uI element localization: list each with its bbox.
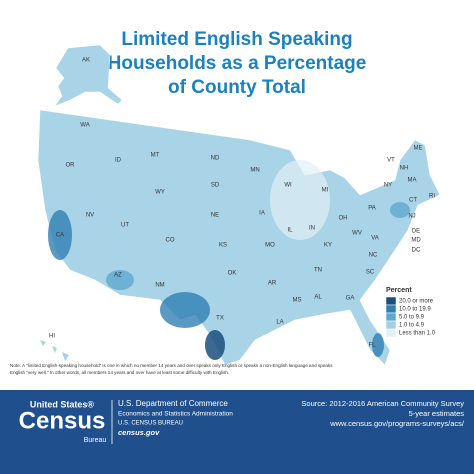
source-link[interactable]: www.census.gov/programs-surveys/acs/ [329, 419, 465, 428]
footer-band [0, 390, 474, 474]
state-label: KS [219, 243, 227, 249]
source-line: 5-year estimates [409, 409, 465, 418]
region-shade [372, 333, 384, 357]
state-label: NM [155, 283, 164, 289]
state-label: MN [250, 168, 259, 174]
state-label: KY [324, 243, 332, 249]
state-label: OH [339, 216, 348, 222]
agency-link[interactable]: census.gov [118, 428, 160, 437]
region-shade [106, 270, 134, 290]
state-label: NV [86, 213, 94, 219]
state-label: AK [82, 58, 90, 64]
map [37, 44, 441, 366]
state-label: AZ [114, 273, 122, 279]
legend-label: 5.0 to 9.9 [399, 315, 425, 321]
agency-line: Economics and Statistics Administration [118, 411, 233, 418]
legend-label: Less than 1.0 [399, 331, 436, 337]
title-line: of County Total [168, 77, 306, 98]
legend-label: 1.0 to 4.9 [399, 323, 425, 329]
legend-swatch [385, 304, 397, 314]
state-label: IL [287, 228, 293, 234]
note-line: Note: A “limited English-speaking househ… [10, 363, 333, 368]
legend-swatch [385, 320, 397, 330]
legend-label: 10.0 to 19.9 [399, 307, 431, 313]
state-label: PA [368, 206, 376, 212]
legend-swatch [385, 328, 397, 338]
logo-top: United States® [30, 399, 95, 409]
state-label: VA [371, 236, 379, 242]
agency-line: U.S. CENSUS BUREAU [118, 421, 183, 427]
state-label: MI [322, 188, 329, 194]
state-label: GA [346, 296, 355, 302]
state-label: ID [115, 158, 122, 164]
state-label: DC [412, 248, 421, 254]
state-label: WA [80, 123, 89, 129]
region-shade [390, 202, 410, 218]
logo-bottom: Bureau [84, 437, 107, 444]
alaska [54, 44, 123, 107]
state-label: NJ [408, 214, 415, 220]
state-label: ND [211, 156, 220, 162]
legend-swatch [385, 296, 397, 306]
contiguous-us [37, 109, 441, 366]
title-line: Limited English Speaking [121, 29, 352, 50]
legend-swatch [385, 312, 397, 322]
state-label: TN [314, 268, 322, 274]
state-label: MT [151, 153, 160, 159]
region-shade [48, 210, 72, 260]
state-label: CO [166, 238, 175, 244]
state-label: HI [49, 334, 55, 340]
state-label: CT [409, 198, 417, 204]
state-label: MA [408, 178, 417, 184]
logo-main: Census [19, 407, 106, 434]
state-label: LA [276, 320, 283, 326]
state-label: NC [369, 253, 378, 259]
state-label: CA [56, 233, 64, 239]
state-label: NY [384, 183, 392, 189]
region-shade [270, 160, 330, 240]
region-shade [160, 292, 210, 328]
hawaii [40, 340, 69, 361]
state-label: IN [309, 226, 315, 232]
note-line: English “very well.” In other words, all… [10, 370, 229, 375]
state-label: RI [429, 194, 435, 200]
state-label: NH [400, 166, 409, 172]
state-label: AL [314, 295, 322, 301]
title-line: Households as a Percentage [108, 53, 367, 74]
state-label: IA [259, 211, 265, 217]
state-label: WV [352, 231, 362, 237]
source-line: Source: 2012-2016 American Community Sur… [301, 399, 464, 408]
state-label: FL [368, 343, 376, 349]
legend-title: Percent [386, 287, 412, 294]
agency-line: U.S. Department of Commerce [118, 399, 228, 408]
state-label: MO [265, 243, 275, 249]
state-label: TX [216, 316, 224, 322]
state-label: DE [412, 229, 420, 235]
state-label: UT [121, 223, 129, 229]
state-label: OR [66, 163, 76, 169]
state-label: WI [284, 183, 292, 189]
state-label: VT [387, 158, 395, 164]
state-label: SC [366, 270, 375, 276]
state-label: AR [268, 281, 277, 287]
state-label: SD [211, 183, 220, 189]
state-label: WY [155, 190, 165, 196]
state-label: OK [228, 271, 237, 277]
state-label: MD [411, 238, 421, 244]
state-label: MS [293, 298, 302, 304]
state-label: NE [211, 213, 219, 219]
legend-label: 20.0 or more [399, 299, 434, 305]
state-label: ME [414, 146, 423, 152]
region-shade [205, 330, 225, 360]
